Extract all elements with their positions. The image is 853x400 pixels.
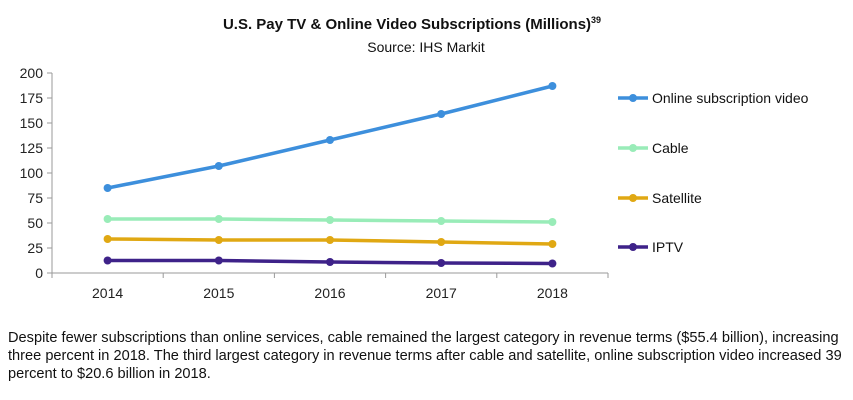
chart-subtitle: Source: IHS Markit <box>367 39 485 55</box>
data-point <box>326 216 334 224</box>
line-chart: U.S. Pay TV & Online Video Subscriptions… <box>20 15 809 301</box>
x-tick-label: 2014 <box>92 285 123 301</box>
y-tick-label: 150 <box>20 115 44 131</box>
series-iptv <box>103 256 557 268</box>
data-point <box>326 258 334 266</box>
legend-item: Cable <box>618 140 689 156</box>
y-tick-label: 50 <box>27 215 43 231</box>
data-point <box>548 240 557 248</box>
data-point <box>103 184 112 192</box>
legend-swatch-marker <box>629 243 637 251</box>
x-tick-label: 2018 <box>537 285 568 301</box>
legend-swatch-marker <box>629 94 637 102</box>
data-point <box>103 235 112 243</box>
y-tick-label: 75 <box>27 190 43 206</box>
series-cable <box>103 215 557 226</box>
data-point <box>214 236 223 244</box>
data-point <box>437 259 446 267</box>
y-tick-label: 0 <box>35 265 43 281</box>
legend-swatch-marker <box>629 144 637 152</box>
legend: Online subscription video Cable Satellite I… <box>618 90 809 255</box>
data-point <box>437 110 446 118</box>
axes: 0 25 50 75 100 125 150 175 200 2014 2015 2016 2017 20… <box>20 65 609 301</box>
data-point <box>103 215 112 223</box>
data-point <box>548 218 557 226</box>
data-point <box>548 259 557 268</box>
series-online-subscription-video <box>103 82 557 192</box>
data-point <box>437 238 446 246</box>
data-point <box>103 256 112 265</box>
y-tick-label: 175 <box>20 90 44 106</box>
chart-title: U.S. Pay TV & Online Video Subscriptions… <box>223 15 601 33</box>
data-point <box>326 236 334 244</box>
legend-label: Satellite <box>652 190 702 206</box>
data-point <box>214 162 223 170</box>
y-tick-label: 25 <box>27 240 43 256</box>
legend-label: Cable <box>652 140 689 156</box>
data-point <box>214 215 223 223</box>
legend-label: Online subscription video <box>652 90 809 106</box>
data-point <box>214 256 223 265</box>
legend-label: IPTV <box>652 239 684 255</box>
legend-swatch-marker <box>629 194 637 202</box>
data-point <box>437 217 446 225</box>
x-tick-label: 2016 <box>314 285 345 301</box>
y-tick-label: 100 <box>20 165 44 181</box>
y-tick-label: 125 <box>20 140 44 156</box>
data-point <box>326 136 334 144</box>
legend-item: IPTV <box>618 239 684 255</box>
x-tick-label: 2015 <box>203 285 234 301</box>
legend-item: Online subscription video <box>618 90 809 106</box>
x-tick-label: 2017 <box>426 285 457 301</box>
data-point <box>548 82 557 90</box>
series-satellite <box>103 235 557 248</box>
caption-text: Despite fewer subscriptions than online … <box>8 330 842 382</box>
series-layer <box>103 82 557 268</box>
legend-item: Satellite <box>618 190 702 206</box>
y-tick-label: 200 <box>20 65 44 81</box>
